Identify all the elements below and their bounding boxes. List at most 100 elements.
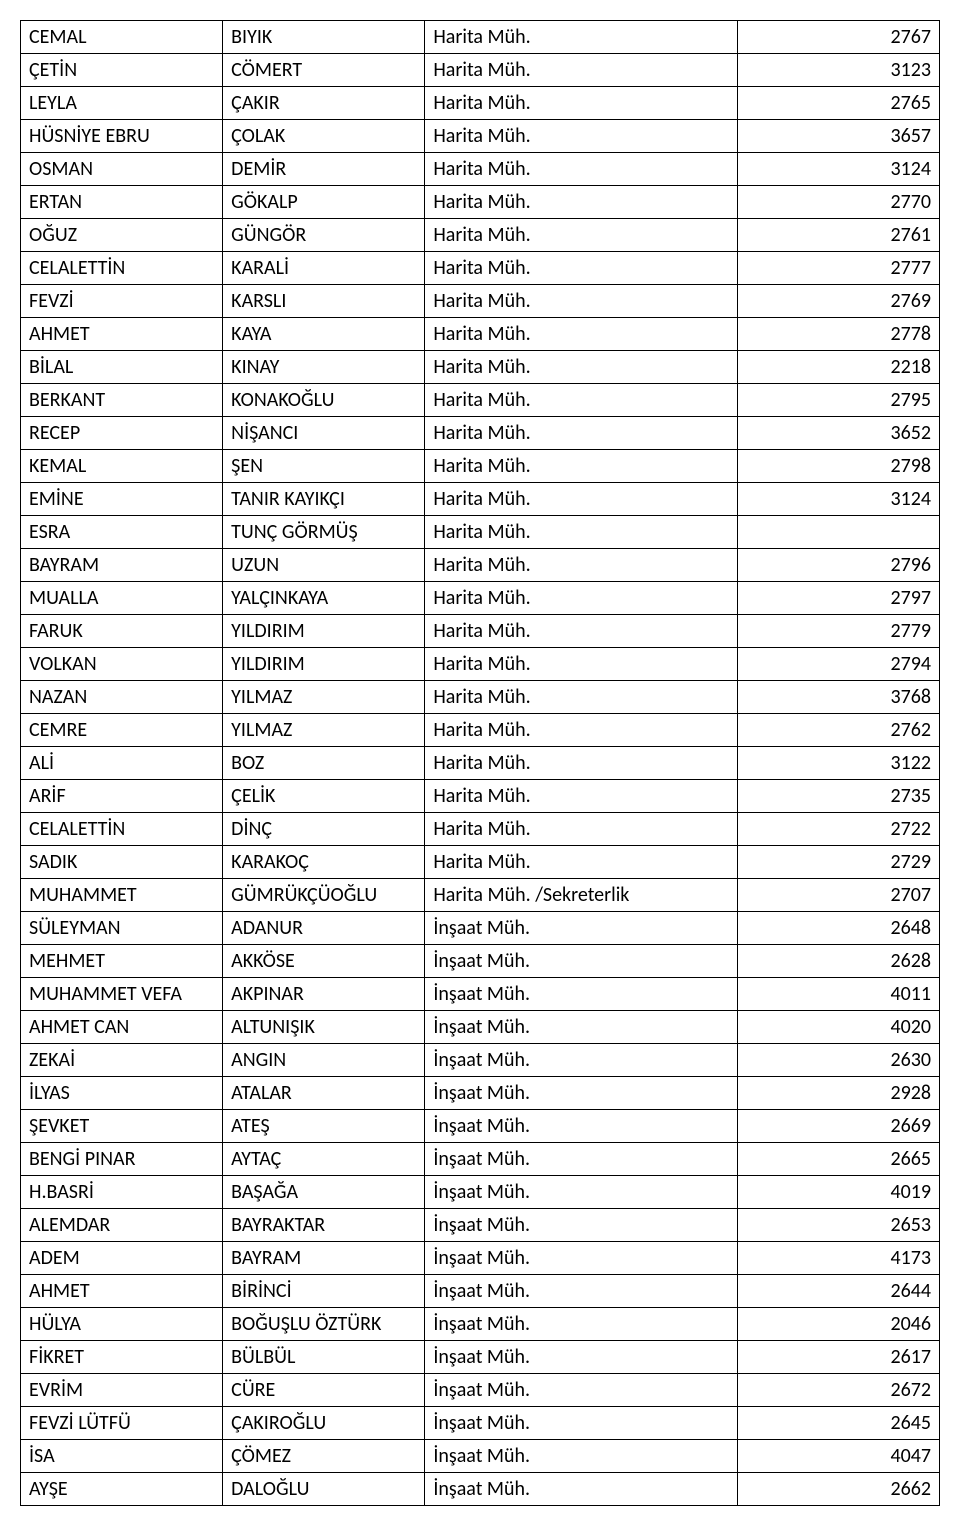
table-row: H.BASRİBAŞAĞAİnşaat Müh.4019 [21, 1176, 940, 1209]
table-row: ALEMDARBAYRAKTARİnşaat Müh.2653 [21, 1209, 940, 1242]
cell-last-name: CÖMERT [223, 54, 425, 87]
cell-last-name: BOĞUŞLU ÖZTÜRK [223, 1308, 425, 1341]
cell-last-name: YALÇINKAYA [223, 582, 425, 615]
cell-last-name: YILDIRIM [223, 615, 425, 648]
cell-first-name: SADIK [21, 846, 223, 879]
cell-title: Harita Müh. [425, 714, 737, 747]
cell-first-name: ZEKAİ [21, 1044, 223, 1077]
table-row: AHMETBİRİNCİİnşaat Müh.2644 [21, 1275, 940, 1308]
cell-number: 2665 [737, 1143, 939, 1176]
cell-title: Harita Müh. [425, 384, 737, 417]
table-row: HÜLYABOĞUŞLU ÖZTÜRKİnşaat Müh.2046 [21, 1308, 940, 1341]
cell-last-name: ÇAKIROĞLU [223, 1407, 425, 1440]
cell-last-name: KARSLI [223, 285, 425, 318]
cell-last-name: YILDIRIM [223, 648, 425, 681]
cell-first-name: EMİNE [21, 483, 223, 516]
cell-title: Harita Müh. [425, 516, 737, 549]
cell-last-name: TUNÇ GÖRMÜŞ [223, 516, 425, 549]
cell-last-name: BÜLBÜL [223, 1341, 425, 1374]
cell-title: Harita Müh. [425, 450, 737, 483]
table-row: NAZANYILMAZHarita Müh.3768 [21, 681, 940, 714]
cell-title: Harita Müh. [425, 615, 737, 648]
cell-number: 4173 [737, 1242, 939, 1275]
cell-last-name: KAYA [223, 318, 425, 351]
cell-number: 3124 [737, 483, 939, 516]
cell-number: 4047 [737, 1440, 939, 1473]
table-row: LEYLAÇAKIRHarita Müh.2765 [21, 87, 940, 120]
cell-number: 4019 [737, 1176, 939, 1209]
cell-first-name: RECEP [21, 417, 223, 450]
cell-title: İnşaat Müh. [425, 1209, 737, 1242]
cell-number: 2762 [737, 714, 939, 747]
cell-first-name: FARUK [21, 615, 223, 648]
table-row: ESRATUNÇ GÖRMÜŞHarita Müh. [21, 516, 940, 549]
table-row: AHMETKAYAHarita Müh.2778 [21, 318, 940, 351]
table-row: RECEPNİŞANCIHarita Müh.3652 [21, 417, 940, 450]
cell-last-name: ŞEN [223, 450, 425, 483]
cell-first-name: İSA [21, 1440, 223, 1473]
cell-first-name: MEHMET [21, 945, 223, 978]
table-row: VOLKANYILDIRIMHarita Müh.2794 [21, 648, 940, 681]
table-row: FİKRETBÜLBÜLİnşaat Müh.2617 [21, 1341, 940, 1374]
cell-first-name: MUHAMMET VEFA [21, 978, 223, 1011]
table-row: SADIKKARAKOÇHarita Müh.2729 [21, 846, 940, 879]
cell-number: 2630 [737, 1044, 939, 1077]
cell-last-name: KARAKOÇ [223, 846, 425, 879]
cell-number: 3652 [737, 417, 939, 450]
cell-last-name: BOZ [223, 747, 425, 780]
cell-first-name: İLYAS [21, 1077, 223, 1110]
cell-first-name: FEVZİ [21, 285, 223, 318]
cell-number [737, 516, 939, 549]
cell-number: 2777 [737, 252, 939, 285]
table-row: MUHAMMETGÜMRÜKÇÜOĞLUHarita Müh. /Sekrete… [21, 879, 940, 912]
table-row: ERTANGÖKALPHarita Müh.2770 [21, 186, 940, 219]
table-row: CELALETTİNKARALİHarita Müh.2777 [21, 252, 940, 285]
cell-number: 2662 [737, 1473, 939, 1506]
table-row: EVRİMCÜREİnşaat Müh.2672 [21, 1374, 940, 1407]
cell-first-name: ŞEVKET [21, 1110, 223, 1143]
cell-first-name: AYŞE [21, 1473, 223, 1506]
cell-title: İnşaat Müh. [425, 1044, 737, 1077]
cell-first-name: ERTAN [21, 186, 223, 219]
cell-last-name: BAYRAKTAR [223, 1209, 425, 1242]
table-row: CELALETTİNDİNÇHarita Müh.2722 [21, 813, 940, 846]
table-row: ARİFÇELİKHarita Müh.2735 [21, 780, 940, 813]
cell-first-name: LEYLA [21, 87, 223, 120]
cell-number: 2653 [737, 1209, 939, 1242]
cell-last-name: DALOĞLU [223, 1473, 425, 1506]
cell-first-name: BAYRAM [21, 549, 223, 582]
cell-number: 2707 [737, 879, 939, 912]
cell-last-name: DİNÇ [223, 813, 425, 846]
table-row: SÜLEYMANADANURİnşaat Müh.2648 [21, 912, 940, 945]
cell-last-name: BAŞAĞA [223, 1176, 425, 1209]
cell-first-name: FİKRET [21, 1341, 223, 1374]
cell-last-name: ALTUNIŞIK [223, 1011, 425, 1044]
directory-table: CEMALBIYIKHarita Müh.2767ÇETİNCÖMERTHari… [20, 20, 940, 1506]
table-row: CEMREYILMAZHarita Müh.2762 [21, 714, 940, 747]
cell-title: Harita Müh. /Sekreterlik [425, 879, 737, 912]
cell-number: 2798 [737, 450, 939, 483]
cell-number: 2628 [737, 945, 939, 978]
cell-first-name: BİLAL [21, 351, 223, 384]
cell-title: İnşaat Müh. [425, 1110, 737, 1143]
cell-number: 2797 [737, 582, 939, 615]
table-row: FEVZİKARSLIHarita Müh.2769 [21, 285, 940, 318]
cell-first-name: AHMET CAN [21, 1011, 223, 1044]
cell-first-name: CELALETTİN [21, 252, 223, 285]
table-row: İLYASATALARİnşaat Müh.2928 [21, 1077, 940, 1110]
cell-title: Harita Müh. [425, 21, 737, 54]
table-row: AYŞEDALOĞLUİnşaat Müh.2662 [21, 1473, 940, 1506]
cell-title: İnşaat Müh. [425, 1374, 737, 1407]
cell-last-name: ATALAR [223, 1077, 425, 1110]
table-row: FARUKYILDIRIMHarita Müh.2779 [21, 615, 940, 648]
table-row: ZEKAİANGINİnşaat Müh.2630 [21, 1044, 940, 1077]
cell-number: 2794 [737, 648, 939, 681]
cell-first-name: MUALLA [21, 582, 223, 615]
cell-title: Harita Müh. [425, 219, 737, 252]
table-row: HÜSNİYE EBRUÇOLAKHarita Müh.3657 [21, 120, 940, 153]
cell-number: 2770 [737, 186, 939, 219]
table-row: MEHMETAKKÖSEİnşaat Müh.2628 [21, 945, 940, 978]
table-row: ADEMBAYRAMİnşaat Müh.4173 [21, 1242, 940, 1275]
cell-title: Harita Müh. [425, 153, 737, 186]
cell-title: İnşaat Müh. [425, 1242, 737, 1275]
